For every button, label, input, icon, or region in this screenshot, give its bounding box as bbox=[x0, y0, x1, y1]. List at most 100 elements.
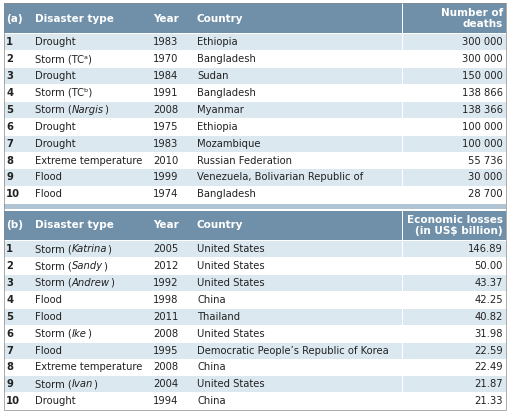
Text: Democratic People’s Republic of Korea: Democratic People’s Republic of Korea bbox=[197, 346, 388, 356]
Text: China: China bbox=[197, 363, 225, 373]
Text: 31.98: 31.98 bbox=[473, 329, 502, 339]
Bar bbox=[32, 258, 149, 275]
Bar bbox=[401, 376, 505, 393]
Text: 300 000: 300 000 bbox=[461, 37, 502, 47]
Text: Drought: Drought bbox=[35, 396, 76, 406]
Text: United States: United States bbox=[197, 329, 265, 339]
Bar bbox=[401, 34, 505, 51]
Text: 10: 10 bbox=[6, 396, 20, 406]
Text: Economic losses
(in US$ billion): Economic losses (in US$ billion) bbox=[406, 215, 502, 236]
Bar bbox=[193, 325, 401, 342]
Text: 1998: 1998 bbox=[153, 295, 178, 305]
Text: 21.87: 21.87 bbox=[473, 380, 502, 389]
Bar bbox=[4, 258, 32, 275]
Text: ): ) bbox=[107, 244, 111, 254]
Bar bbox=[401, 152, 402, 169]
Text: Country: Country bbox=[196, 221, 243, 230]
Bar bbox=[32, 85, 149, 102]
Text: Katrina: Katrina bbox=[72, 244, 107, 254]
Bar bbox=[32, 325, 149, 342]
Bar bbox=[4, 376, 32, 393]
Bar bbox=[149, 210, 193, 241]
Bar bbox=[32, 359, 149, 376]
Text: 1975: 1975 bbox=[153, 122, 178, 132]
Bar bbox=[32, 308, 149, 325]
Text: 40.82: 40.82 bbox=[473, 312, 502, 322]
Bar bbox=[401, 34, 402, 51]
Text: Number of
deaths: Number of deaths bbox=[440, 8, 502, 29]
Bar bbox=[4, 342, 32, 359]
Bar bbox=[193, 376, 401, 393]
Bar bbox=[401, 102, 402, 119]
Bar bbox=[4, 186, 32, 203]
Bar bbox=[4, 34, 32, 51]
Bar bbox=[32, 342, 149, 359]
Bar bbox=[401, 135, 402, 152]
Bar bbox=[4, 33, 505, 34]
Text: 2: 2 bbox=[6, 54, 13, 64]
Text: Storm (TCᵃ): Storm (TCᵃ) bbox=[35, 54, 92, 64]
Bar bbox=[401, 119, 402, 135]
Text: 1992: 1992 bbox=[153, 278, 178, 288]
Text: China: China bbox=[197, 396, 225, 406]
Bar bbox=[4, 3, 505, 203]
Text: Ethiopia: Ethiopia bbox=[197, 122, 238, 132]
Bar bbox=[4, 358, 505, 359]
Bar bbox=[4, 210, 32, 241]
Text: Ivan: Ivan bbox=[72, 380, 93, 389]
Bar bbox=[401, 3, 402, 34]
Bar bbox=[193, 51, 401, 68]
Text: 138 366: 138 366 bbox=[461, 105, 502, 115]
Bar bbox=[32, 3, 149, 34]
Text: Disaster type: Disaster type bbox=[35, 221, 114, 230]
Bar bbox=[149, 258, 193, 275]
Text: 7: 7 bbox=[6, 139, 13, 149]
Text: Storm (: Storm ( bbox=[35, 105, 72, 115]
Text: Sudan: Sudan bbox=[197, 71, 229, 81]
Text: Mozambique: Mozambique bbox=[197, 139, 260, 149]
Bar bbox=[401, 359, 402, 376]
Bar bbox=[401, 275, 402, 292]
Bar bbox=[149, 169, 193, 186]
Text: Storm (: Storm ( bbox=[35, 380, 72, 389]
Bar bbox=[4, 68, 32, 85]
Text: Flood: Flood bbox=[35, 173, 62, 183]
Bar bbox=[149, 51, 193, 68]
Bar bbox=[401, 241, 505, 258]
Text: United States: United States bbox=[197, 278, 265, 288]
Bar bbox=[4, 392, 505, 393]
Bar bbox=[149, 376, 193, 393]
Bar bbox=[32, 241, 149, 258]
Text: 100 000: 100 000 bbox=[461, 139, 502, 149]
Bar bbox=[401, 68, 505, 85]
Bar bbox=[193, 186, 401, 203]
Text: 2008: 2008 bbox=[153, 329, 178, 339]
Text: Drought: Drought bbox=[35, 139, 76, 149]
Bar bbox=[4, 118, 505, 119]
Bar bbox=[4, 169, 32, 186]
Bar bbox=[4, 101, 505, 102]
Text: 42.25: 42.25 bbox=[473, 295, 502, 305]
Bar bbox=[401, 210, 505, 241]
Bar bbox=[401, 325, 402, 342]
Text: 10: 10 bbox=[6, 190, 20, 199]
Bar bbox=[401, 186, 505, 203]
Bar bbox=[401, 119, 505, 135]
Text: Ethiopia: Ethiopia bbox=[197, 37, 238, 47]
Text: 21.33: 21.33 bbox=[473, 396, 502, 406]
Text: Bangladesh: Bangladesh bbox=[197, 54, 256, 64]
Bar bbox=[149, 34, 193, 51]
Bar bbox=[4, 50, 505, 51]
Bar bbox=[401, 342, 505, 359]
Text: 1995: 1995 bbox=[153, 346, 178, 356]
Text: Thailand: Thailand bbox=[197, 312, 240, 322]
Text: Russian Federation: Russian Federation bbox=[197, 156, 292, 166]
Bar bbox=[401, 51, 402, 68]
Bar bbox=[32, 51, 149, 68]
Text: 6: 6 bbox=[6, 329, 13, 339]
Text: ): ) bbox=[87, 329, 91, 339]
Bar bbox=[193, 34, 401, 51]
Bar bbox=[401, 308, 505, 325]
Text: 2004: 2004 bbox=[153, 380, 178, 389]
Text: Sandy: Sandy bbox=[72, 261, 103, 271]
